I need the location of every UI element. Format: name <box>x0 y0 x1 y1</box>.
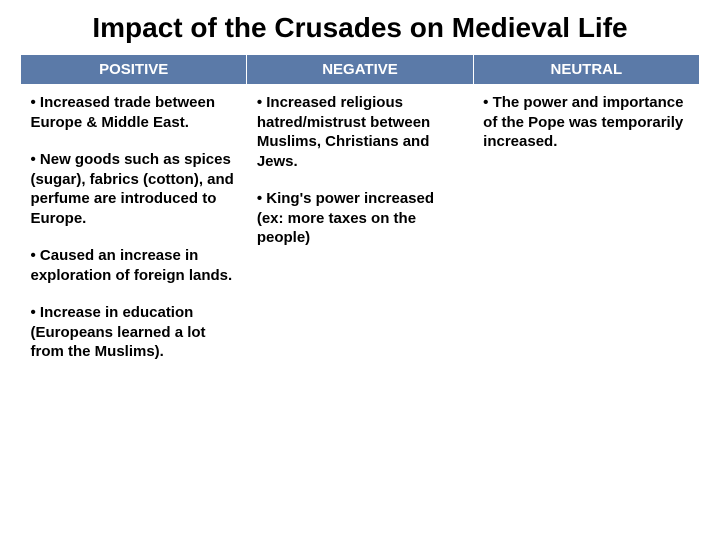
positive-item: • Increased trade between Europe & Middl… <box>31 93 237 132</box>
table-content-row: • Increased trade between Europe & Middl… <box>21 85 700 388</box>
col-header-negative: NEGATIVE <box>247 55 473 85</box>
table-header-row: POSITIVE NEGATIVE NEUTRAL <box>21 55 700 85</box>
page-title: Impact of the Crusades on Medieval Life <box>20 12 700 44</box>
neutral-item: • The power and importance of the Pope w… <box>483 93 689 152</box>
cell-negative: • Increased religious hatred/mistrust be… <box>247 85 473 388</box>
positive-item: • Increase in education (Europeans learn… <box>31 303 237 362</box>
positive-item: • New goods such as spices (sugar), fabr… <box>31 150 237 228</box>
col-header-positive: POSITIVE <box>21 55 247 85</box>
cell-neutral: • The power and importance of the Pope w… <box>473 85 699 388</box>
cell-positive: • Increased trade between Europe & Middl… <box>21 85 247 388</box>
negative-item: • Increased religious hatred/mistrust be… <box>257 93 463 171</box>
col-header-neutral: NEUTRAL <box>473 55 699 85</box>
impact-table: POSITIVE NEGATIVE NEUTRAL • Increased tr… <box>20 54 700 388</box>
positive-item: • Caused an increase in exploration of f… <box>31 246 237 285</box>
negative-item: • King's power increased (ex: more taxes… <box>257 189 463 248</box>
